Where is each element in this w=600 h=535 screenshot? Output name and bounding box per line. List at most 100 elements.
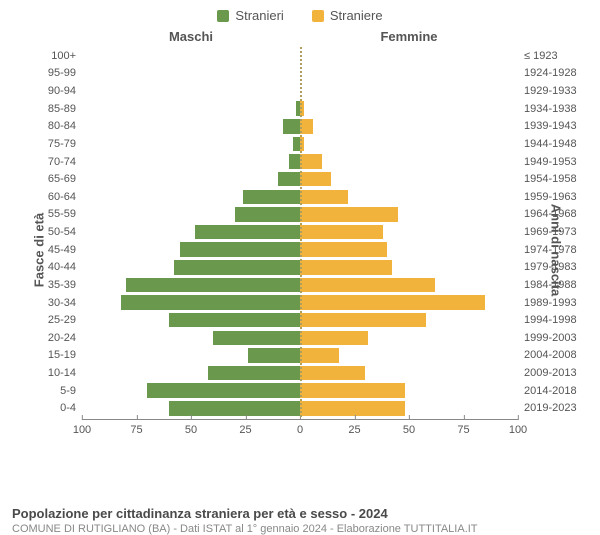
birth-label: 2004-2008 [524, 347, 577, 365]
age-label: 45-49 [48, 241, 76, 259]
bar-female [300, 295, 485, 309]
chart-title: Popolazione per cittadinanza straniera p… [12, 506, 588, 521]
birth-label: 1949-1953 [524, 153, 577, 171]
age-label: 0-4 [60, 400, 76, 418]
bar-female [300, 383, 405, 397]
x-tick: 50 [185, 420, 197, 436]
header-female: Femmine [300, 29, 518, 44]
bar-row [82, 118, 518, 136]
age-label: 5-9 [60, 382, 76, 400]
bar-row [82, 294, 518, 312]
bar-row [82, 170, 518, 188]
x-tick: 75 [457, 420, 469, 436]
y-labels-age: 100+95-9990-9485-8980-8475-7970-7465-696… [24, 47, 76, 417]
legend-swatch-female [312, 10, 324, 22]
age-label: 10-14 [48, 364, 76, 382]
age-label: 40-44 [48, 259, 76, 277]
bar-male [243, 190, 300, 204]
bar-female [300, 242, 387, 256]
x-tick: 25 [348, 420, 360, 436]
bar-female [300, 260, 392, 274]
birth-label: ≤ 1923 [524, 47, 558, 65]
legend-item-male: Stranieri [217, 8, 283, 23]
bar-male [174, 260, 300, 274]
bar-row [82, 206, 518, 224]
bar-row [82, 65, 518, 83]
birth-label: 1954-1958 [524, 170, 577, 188]
bar-female [300, 401, 405, 415]
bar-male [195, 225, 300, 239]
bar-row [82, 223, 518, 241]
x-tick: 100 [73, 420, 91, 436]
bar-row [82, 329, 518, 347]
birth-label: 1999-2003 [524, 329, 577, 347]
x-tick: 100 [509, 420, 527, 436]
bar-row [82, 276, 518, 294]
birth-label: 1964-1968 [524, 206, 577, 224]
bar-female [300, 190, 348, 204]
x-tick: 75 [130, 420, 142, 436]
age-label: 100+ [51, 47, 76, 65]
bar-row [82, 347, 518, 365]
y-labels-birth: ≤ 19231924-19281929-19331934-19381939-19… [524, 47, 586, 417]
age-label: 85-89 [48, 100, 76, 118]
age-label: 15-19 [48, 347, 76, 365]
birth-label: 1969-1973 [524, 223, 577, 241]
chart-subtitle: COMUNE DI RUTIGLIANO (BA) - Dati ISTAT a… [12, 523, 588, 535]
age-label: 55-59 [48, 206, 76, 224]
bar-male [126, 278, 300, 292]
bar-male [235, 207, 300, 221]
birth-label: 1929-1933 [524, 82, 577, 100]
age-label: 90-94 [48, 82, 76, 100]
age-label: 75-79 [48, 135, 76, 153]
bar-female [300, 137, 304, 151]
bar-male [278, 172, 300, 186]
bar-female [300, 207, 398, 221]
bar-female [300, 101, 304, 115]
bar-male [283, 119, 300, 133]
bar-female [300, 366, 365, 380]
bar-female [300, 278, 435, 292]
bar-rows [82, 47, 518, 417]
age-label: 30-34 [48, 294, 76, 312]
bar-male [180, 242, 300, 256]
bar-male [121, 295, 300, 309]
birth-label: 2019-2023 [524, 400, 577, 418]
birth-label: 1959-1963 [524, 188, 577, 206]
bar-female [300, 331, 368, 345]
bar-female [300, 119, 313, 133]
bar-male [248, 348, 300, 362]
bar-row [82, 188, 518, 206]
birth-label: 1979-1983 [524, 259, 577, 277]
bar-male [169, 401, 300, 415]
pyramid-chart: Stranieri Straniere Maschi Femmine Fasce… [0, 0, 600, 500]
age-label: 70-74 [48, 153, 76, 171]
side-headers: Maschi Femmine [82, 29, 518, 47]
legend-label-male: Stranieri [235, 8, 283, 23]
birth-label: 1974-1978 [524, 241, 577, 259]
bar-row [82, 241, 518, 259]
birth-label: 1984-1988 [524, 276, 577, 294]
x-tick: 0 [297, 420, 303, 436]
birth-label: 2009-2013 [524, 364, 577, 382]
bar-row [82, 135, 518, 153]
age-label: 65-69 [48, 170, 76, 188]
bar-male [213, 331, 300, 345]
bar-male [208, 366, 300, 380]
bar-row [82, 100, 518, 118]
bar-male [289, 154, 300, 168]
bar-row [82, 47, 518, 65]
bar-row [82, 364, 518, 382]
bar-female [300, 313, 426, 327]
chart-footer: Popolazione per cittadinanza straniera p… [0, 500, 600, 535]
bar-female [300, 225, 383, 239]
birth-label: 1944-1948 [524, 135, 577, 153]
legend: Stranieri Straniere [12, 8, 588, 23]
birth-label: 1989-1993 [524, 294, 577, 312]
bar-row [82, 382, 518, 400]
bar-male [169, 313, 300, 327]
age-label: 20-24 [48, 329, 76, 347]
bar-female [300, 348, 339, 362]
age-label: 25-29 [48, 311, 76, 329]
birth-label: 1994-1998 [524, 311, 577, 329]
